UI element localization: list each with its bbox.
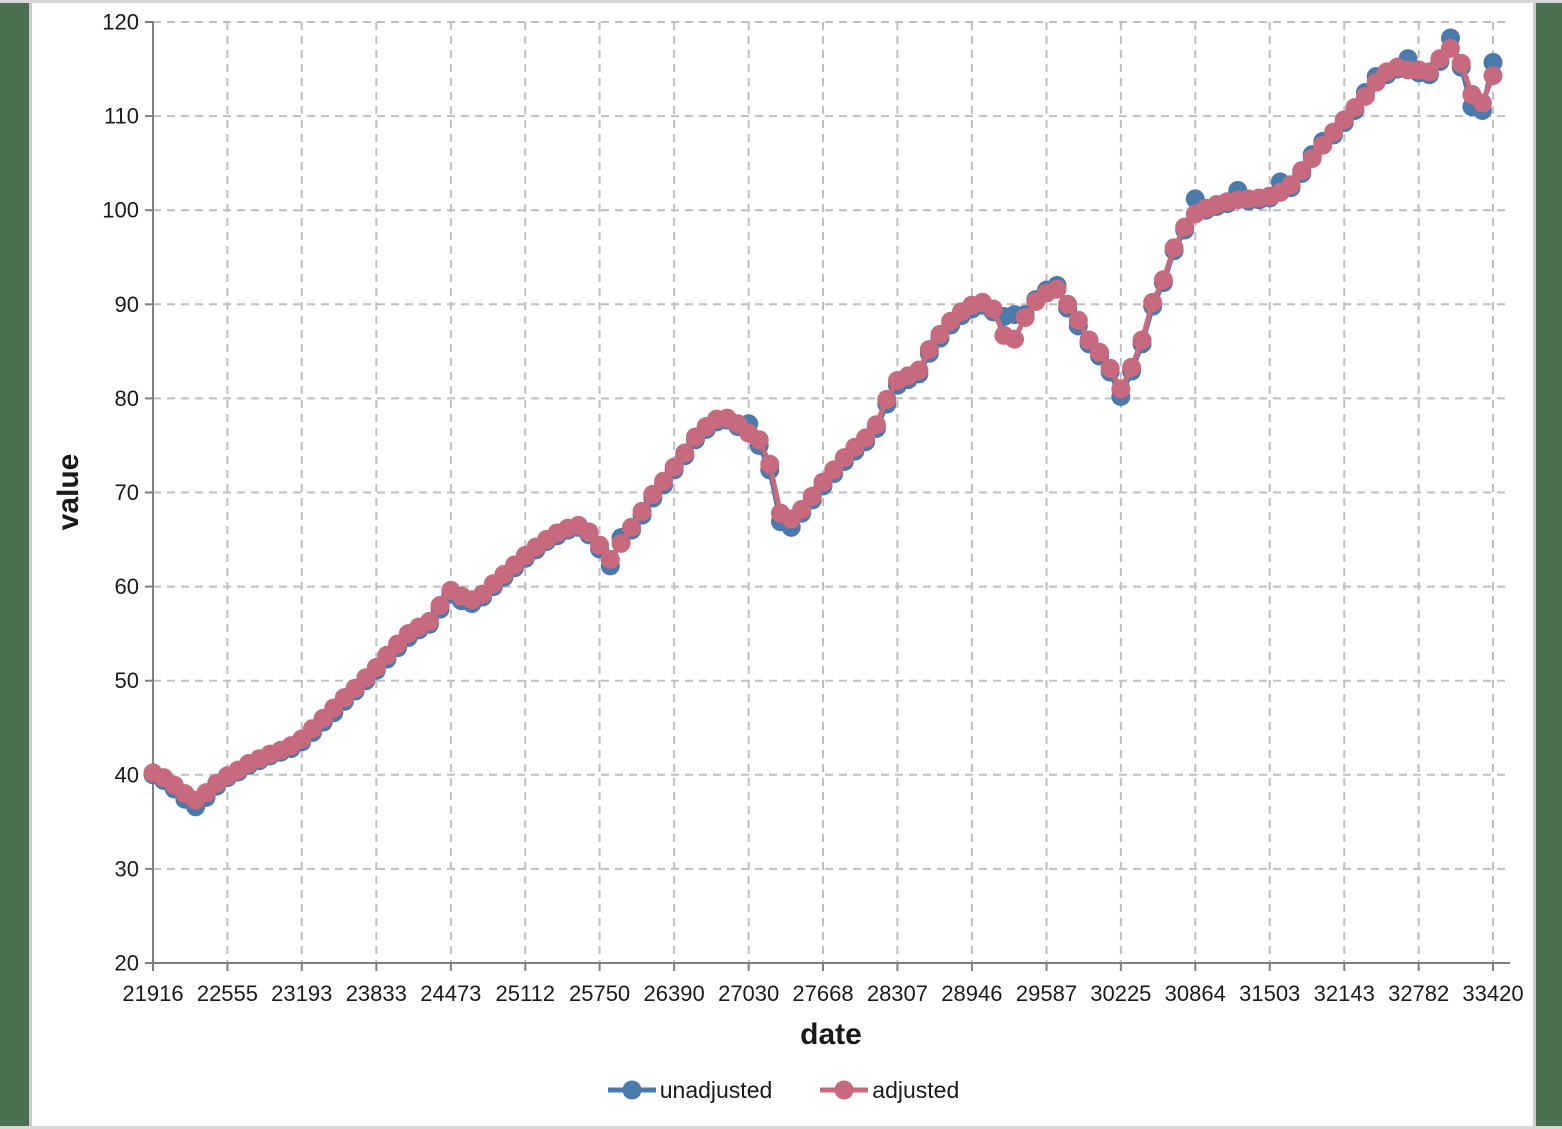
y-tick-label: 90 — [115, 292, 139, 317]
x-tick-label: 21916 — [122, 981, 183, 1006]
data-point-adjusted — [1047, 279, 1067, 299]
data-point-adjusted — [1175, 217, 1195, 237]
x-tick-label: 23193 — [271, 981, 332, 1006]
data-point-adjusted — [600, 549, 620, 569]
y-tick-label: 80 — [115, 386, 139, 411]
x-tick-label: 32782 — [1388, 981, 1449, 1006]
y-tick-label: 40 — [115, 762, 139, 787]
data-point-adjusted — [1164, 238, 1184, 258]
data-point-adjusted — [1281, 175, 1301, 195]
y-tick-label: 50 — [115, 668, 139, 693]
y-tick-label: 30 — [115, 856, 139, 881]
y-tick-label: 20 — [115, 951, 139, 976]
border-separator-right — [1533, 0, 1536, 1129]
data-point-unadjusted — [1483, 52, 1503, 72]
data-point-adjusted — [643, 484, 663, 504]
x-tick-label: 22555 — [197, 981, 258, 1006]
y-tick-label: 60 — [115, 574, 139, 599]
data-point-adjusted — [877, 389, 897, 409]
data-point-adjusted — [1090, 342, 1110, 362]
chart-legend: unadjusted adjusted — [31, 1066, 1534, 1114]
data-point-adjusted — [760, 454, 780, 474]
data-point-adjusted — [1472, 93, 1492, 113]
data-point-adjusted — [1153, 270, 1173, 290]
data-point-adjusted — [1324, 122, 1344, 142]
data-point-adjusted — [1058, 294, 1078, 314]
data-point-adjusted — [919, 339, 939, 359]
data-point-adjusted — [1143, 292, 1163, 312]
x-tick-label: 24473 — [420, 981, 481, 1006]
x-tick-label: 27668 — [792, 981, 853, 1006]
data-point-adjusted — [1355, 86, 1375, 106]
x-tick-label: 25750 — [569, 981, 630, 1006]
x-tick-label: 30225 — [1090, 981, 1151, 1006]
x-tick-label: 28307 — [867, 981, 928, 1006]
x-tick-label: 23833 — [346, 981, 407, 1006]
data-point-adjusted — [579, 522, 599, 542]
data-point-adjusted — [866, 415, 886, 435]
data-point-adjusted — [792, 499, 812, 519]
data-point-adjusted — [1451, 53, 1471, 73]
legend-marker-unadjusted-icon — [607, 1080, 656, 1100]
y-tick-label: 70 — [115, 480, 139, 505]
data-point-adjusted — [1440, 38, 1460, 58]
y-axis-title: value — [52, 454, 85, 531]
x-tick-label: 26390 — [644, 981, 705, 1006]
x-tick-label: 28946 — [941, 981, 1002, 1006]
data-point-adjusted — [1100, 358, 1120, 378]
x-tick-label: 27030 — [718, 981, 779, 1006]
y-tick-label: 110 — [104, 104, 139, 129]
data-point-adjusted — [622, 517, 642, 537]
x-tick-label: 31503 — [1239, 981, 1300, 1006]
legend-marker-adjusted-icon — [820, 1080, 869, 1100]
data-point-adjusted — [1313, 135, 1333, 155]
legend-label-adjusted: adjusted — [872, 1076, 960, 1103]
data-point-adjusted — [632, 501, 652, 521]
data-point-adjusted — [430, 595, 450, 615]
data-point-adjusted — [654, 471, 674, 491]
data-point-adjusted — [1004, 329, 1024, 349]
data-point-adjusted — [664, 457, 684, 477]
data-point-adjusted — [802, 486, 822, 506]
window-border-right — [1536, 0, 1562, 1129]
legend-item-adjusted: adjusted — [818, 1077, 959, 1104]
legend-label-unadjusted: unadjusted — [659, 1076, 773, 1103]
x-tick-label: 29587 — [1016, 981, 1077, 1006]
x-tick-label: 33420 — [1462, 981, 1523, 1006]
data-point-adjusted — [1122, 357, 1142, 377]
data-point-adjusted — [1302, 148, 1322, 168]
data-point-adjusted — [611, 533, 631, 553]
data-point-adjusted — [1483, 66, 1503, 86]
x-tick-label: 30864 — [1165, 981, 1226, 1006]
data-point-adjusted — [1419, 62, 1439, 82]
legend-item-unadjusted: unadjusted — [606, 1076, 773, 1104]
x-axis-title: date — [800, 1018, 862, 1051]
series-adjusted — [143, 38, 1503, 810]
data-point-adjusted — [675, 443, 695, 463]
data-point-adjusted — [930, 324, 950, 344]
data-point-adjusted — [1132, 330, 1152, 350]
data-point-adjusted — [813, 472, 833, 492]
data-point-adjusted — [1068, 310, 1088, 330]
window-edge-top — [0, 0, 1562, 3]
y-tick-label: 100 — [102, 198, 139, 223]
window-edge-bottom — [0, 1126, 1562, 1129]
data-point-adjusted — [909, 360, 929, 380]
data-point-adjusted — [590, 535, 610, 555]
data-point-adjusted — [1111, 379, 1131, 399]
data-point-adjusted — [983, 299, 1003, 319]
y-tick-label: 120 — [102, 10, 139, 35]
x-tick-label: 25112 — [496, 981, 556, 1006]
data-point-adjusted — [419, 611, 439, 631]
x-tick-label: 32143 — [1314, 981, 1375, 1006]
data-point-adjusted — [856, 428, 876, 448]
border-separator-left — [29, 0, 32, 1129]
window-border-left — [0, 0, 29, 1129]
data-point-adjusted — [1015, 307, 1035, 327]
data-point-adjusted — [749, 430, 769, 450]
